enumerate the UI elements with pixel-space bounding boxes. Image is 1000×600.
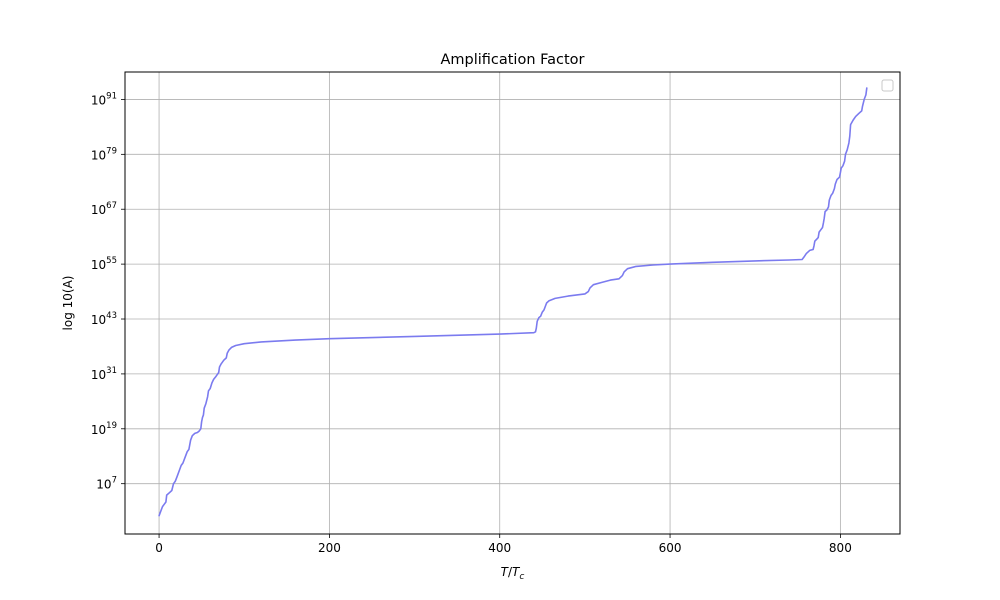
y-gridlines — [125, 99, 900, 485]
x-axis-label-subscript: c — [519, 572, 524, 582]
chart-title: Amplification Factor — [440, 52, 584, 68]
x-tick-label: 200 — [318, 541, 341, 555]
legend-box — [881, 79, 894, 92]
y-tick-label: 107 — [96, 476, 117, 492]
y-axis-label: log 10(A) — [61, 276, 75, 331]
x-axis-label-denominator: T — [512, 565, 521, 579]
y-tick-label: 1067 — [91, 201, 117, 217]
x-axis-label-numerator: T — [501, 565, 510, 579]
series-layer — [158, 87, 868, 517]
y-tick-label: 1091 — [91, 91, 117, 107]
y-axis-ticks: 107 1019 1031 1043 1055 1067 1079 1091 — [91, 91, 125, 492]
y-tick-label: 1055 — [91, 256, 117, 272]
x-axis-ticks: 0 200 400 600 800 — [155, 534, 852, 555]
x-axis-label-separator: / — [508, 565, 513, 579]
x-tick-label: 400 — [488, 541, 511, 555]
y-tick-label: 1031 — [91, 366, 117, 382]
series-line — [158, 87, 868, 517]
x-axis-label: T/Tc — [501, 565, 525, 582]
plot-frame — [124, 71, 901, 535]
x-gridlines — [158, 72, 841, 534]
y-tick-label: 1043 — [91, 311, 117, 327]
y-tick-label: 1079 — [91, 146, 117, 162]
x-tick-label: 0 — [155, 541, 163, 555]
y-tick-label: 1019 — [91, 421, 117, 437]
x-tick-label: 800 — [829, 541, 852, 555]
x-tick-label: 600 — [659, 541, 682, 555]
